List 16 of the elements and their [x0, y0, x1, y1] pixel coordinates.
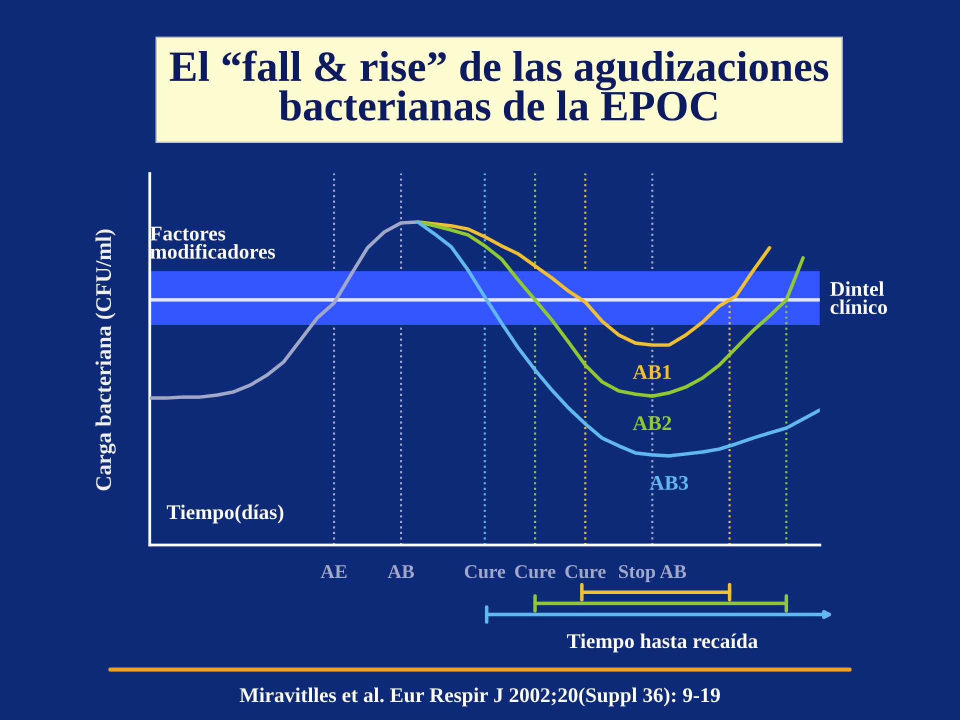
text: Miravitlles et al. Eur Respir J 2002;20(Suppl 36): 9-19 — [240, 688, 720, 706]
x-axis-title: Tiempo(días) — [166, 504, 284, 524]
chart-title: El “fall & rise” de las agudizaciones bacterianas de la EPOC — [170, 50, 828, 121]
series-label: AB1 — [632, 365, 671, 379]
x-tick-label: Cure — [515, 565, 556, 578]
x-tick-label: AE — [320, 565, 347, 578]
x-tick-label: Cure — [565, 565, 606, 578]
x-tick-label: AB — [388, 565, 414, 578]
text: Tiempo hasta recaída — [567, 634, 758, 652]
x-tick-label: Stop AB — [619, 565, 686, 582]
series-label: AB2 — [632, 416, 672, 430]
ref-line-label: Dintel clínico — [830, 281, 887, 314]
series-label: AB3 — [650, 476, 688, 490]
y-axis-title: Carga bacteriana (CFU/ml) — [95, 230, 116, 490]
x-tick-label: Cure — [464, 565, 506, 578]
band-label: Factores modificadores — [150, 226, 276, 259]
